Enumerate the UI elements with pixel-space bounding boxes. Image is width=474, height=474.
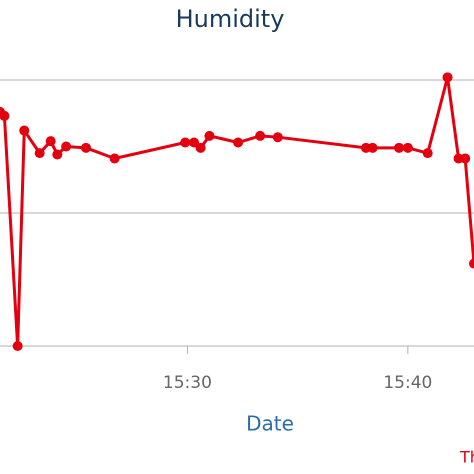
x-axis-label: Date: [246, 412, 294, 436]
point: [460, 153, 471, 164]
point: [233, 137, 244, 148]
point: [204, 130, 215, 141]
point: [52, 149, 63, 160]
chart-title: Humidity: [176, 5, 285, 33]
point: [469, 258, 474, 269]
point: [367, 142, 378, 153]
point: [422, 148, 433, 159]
point: [0, 110, 10, 121]
line: [0, 75, 474, 348]
point: [255, 130, 266, 141]
x-tick-label: 15:30: [163, 373, 212, 393]
legend-entry: Th: [459, 448, 474, 467]
point: [12, 341, 23, 351]
point: [61, 141, 72, 152]
point: [195, 142, 206, 153]
point: [34, 148, 45, 159]
x-tick-label: 15:40: [383, 373, 432, 393]
point: [45, 136, 56, 147]
point: [394, 142, 405, 153]
point: [442, 72, 453, 83]
point: [80, 142, 91, 153]
point: [180, 137, 191, 148]
point: [109, 153, 120, 164]
point: [19, 125, 30, 136]
point: [272, 132, 283, 143]
point: [402, 142, 413, 153]
